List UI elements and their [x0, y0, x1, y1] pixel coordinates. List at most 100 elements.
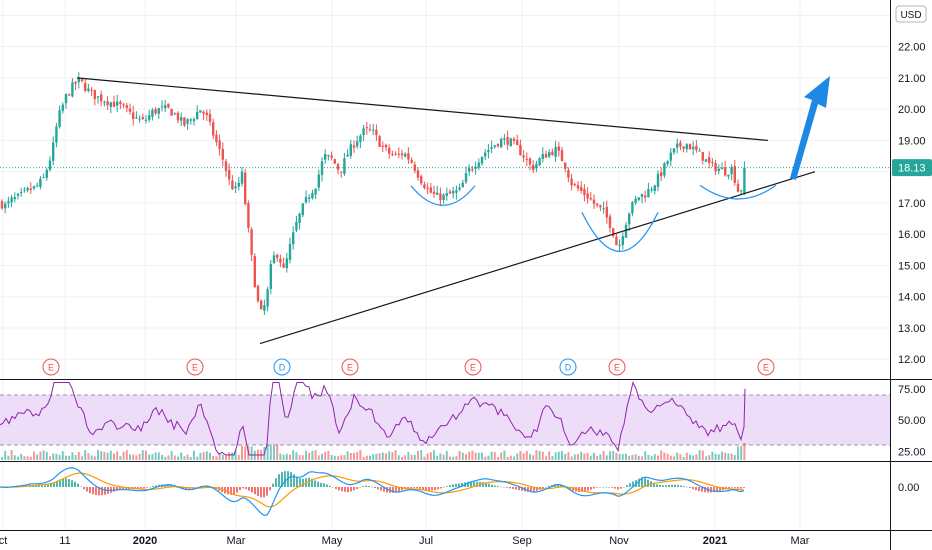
- earnings-marker[interactable]: E: [186, 358, 204, 376]
- macd-histogram-bar: [473, 481, 475, 487]
- macd-histogram-bar: [503, 487, 505, 488]
- earnings-marker[interactable]: E: [608, 358, 626, 376]
- earnings-marker[interactable]: E: [42, 358, 60, 376]
- macd-histogram-bar: [122, 487, 124, 490]
- volume-bar: [7, 455, 10, 460]
- macd-histogram-bar: [83, 487, 85, 490]
- volume-bar: [333, 455, 336, 460]
- dividend-marker[interactable]: D: [559, 358, 577, 376]
- macd-histogram-bar: [695, 487, 697, 491]
- candle: [186, 118, 189, 130]
- candle: [397, 147, 400, 158]
- arc-annotation[interactable]: [581, 212, 659, 252]
- macd-histogram-bar: [137, 487, 139, 489]
- arc-annotation[interactable]: [410, 185, 476, 206]
- candle: [157, 107, 160, 120]
- candle: [154, 107, 157, 116]
- candle: [100, 90, 103, 107]
- volume-bar: [679, 454, 682, 460]
- earnings-marker[interactable]: E: [464, 358, 482, 376]
- candle: [298, 212, 301, 230]
- volume-bar: [356, 451, 359, 460]
- drawing-overlays[interactable]: [76, 76, 830, 345]
- volume-bar: [516, 453, 519, 460]
- volume-bar: [340, 455, 343, 460]
- volume-bar: [481, 452, 483, 460]
- bullish-arrow[interactable]: [790, 76, 830, 180]
- volume-bar: [97, 450, 99, 460]
- price-pane[interactable]: [0, 72, 890, 315]
- macd-histogram-bar: [653, 483, 655, 487]
- arc-annotation[interactable]: [699, 184, 777, 200]
- candle-body: [132, 112, 135, 119]
- candle-body: [695, 145, 698, 151]
- candle-body: [669, 152, 672, 161]
- candle: [7, 196, 10, 208]
- candle-body: [189, 119, 192, 121]
- trend-line[interactable]: [259, 171, 816, 345]
- candle-body: [285, 258, 288, 269]
- macd-histogram-bar: [422, 487, 424, 490]
- candle-body: [676, 143, 679, 148]
- dividend-marker[interactable]: D: [273, 358, 291, 376]
- x-tick-label: 2020: [133, 535, 157, 547]
- volume-bar: [474, 452, 477, 460]
- volume-bar: [311, 450, 314, 460]
- candle: [487, 143, 490, 159]
- candle: [583, 184, 586, 202]
- volume-bar: [455, 456, 458, 460]
- candle: [688, 143, 692, 150]
- candle-body: [464, 173, 468, 183]
- rsi-pane[interactable]: [0, 381, 890, 461]
- volume-bar: [583, 453, 586, 460]
- volume-bar: [61, 451, 64, 460]
- volume-bar: [369, 455, 371, 460]
- macd-histogram-bar: [743, 487, 745, 488]
- candle: [39, 176, 42, 190]
- candle-body: [720, 168, 724, 170]
- volume-bar: [417, 450, 419, 460]
- candle: [647, 182, 650, 198]
- macd-histogram-bar: [38, 485, 40, 487]
- currency-badge[interactable]: USD: [895, 5, 927, 23]
- candle-body: [432, 191, 436, 195]
- volume-bar: [727, 453, 730, 460]
- volume-bar: [151, 454, 154, 460]
- volume-bar: [10, 450, 13, 460]
- candle: [45, 167, 48, 181]
- macd-histogram-bar: [167, 484, 169, 487]
- candle-body: [228, 169, 231, 180]
- candle-body: [221, 148, 224, 160]
- volume-bar: [212, 455, 215, 460]
- volume-bar: [401, 456, 403, 460]
- candle: [570, 173, 573, 191]
- volume-bar: [189, 456, 192, 460]
- candle: [730, 164, 733, 181]
- candle-body: [564, 162, 567, 169]
- macd-histogram-bar: [467, 481, 469, 487]
- candle-body: [372, 129, 375, 131]
- macd-histogram-bar: [656, 484, 658, 487]
- macd-pane[interactable]: [0, 467, 745, 516]
- volume-bar: [49, 456, 51, 460]
- candle: [237, 176, 240, 191]
- candle-body: [576, 185, 580, 189]
- earnings-marker[interactable]: E: [757, 358, 775, 376]
- volume-bar: [487, 455, 490, 460]
- macd-histogram-bar: [452, 484, 454, 487]
- trend-line[interactable]: [76, 77, 769, 142]
- candle-body: [4, 203, 7, 209]
- candle-body: [359, 135, 362, 142]
- candle: [173, 112, 176, 115]
- macd-histogram-bar: [170, 485, 172, 487]
- candle: [314, 188, 317, 199]
- macd-histogram-bar: [590, 487, 592, 490]
- volume-bar: [468, 451, 471, 460]
- candle: [295, 215, 298, 232]
- macd-histogram-bar: [506, 487, 508, 488]
- earnings-marker[interactable]: E: [341, 358, 359, 376]
- macd-histogram-bar: [680, 485, 682, 487]
- candle: [596, 203, 599, 208]
